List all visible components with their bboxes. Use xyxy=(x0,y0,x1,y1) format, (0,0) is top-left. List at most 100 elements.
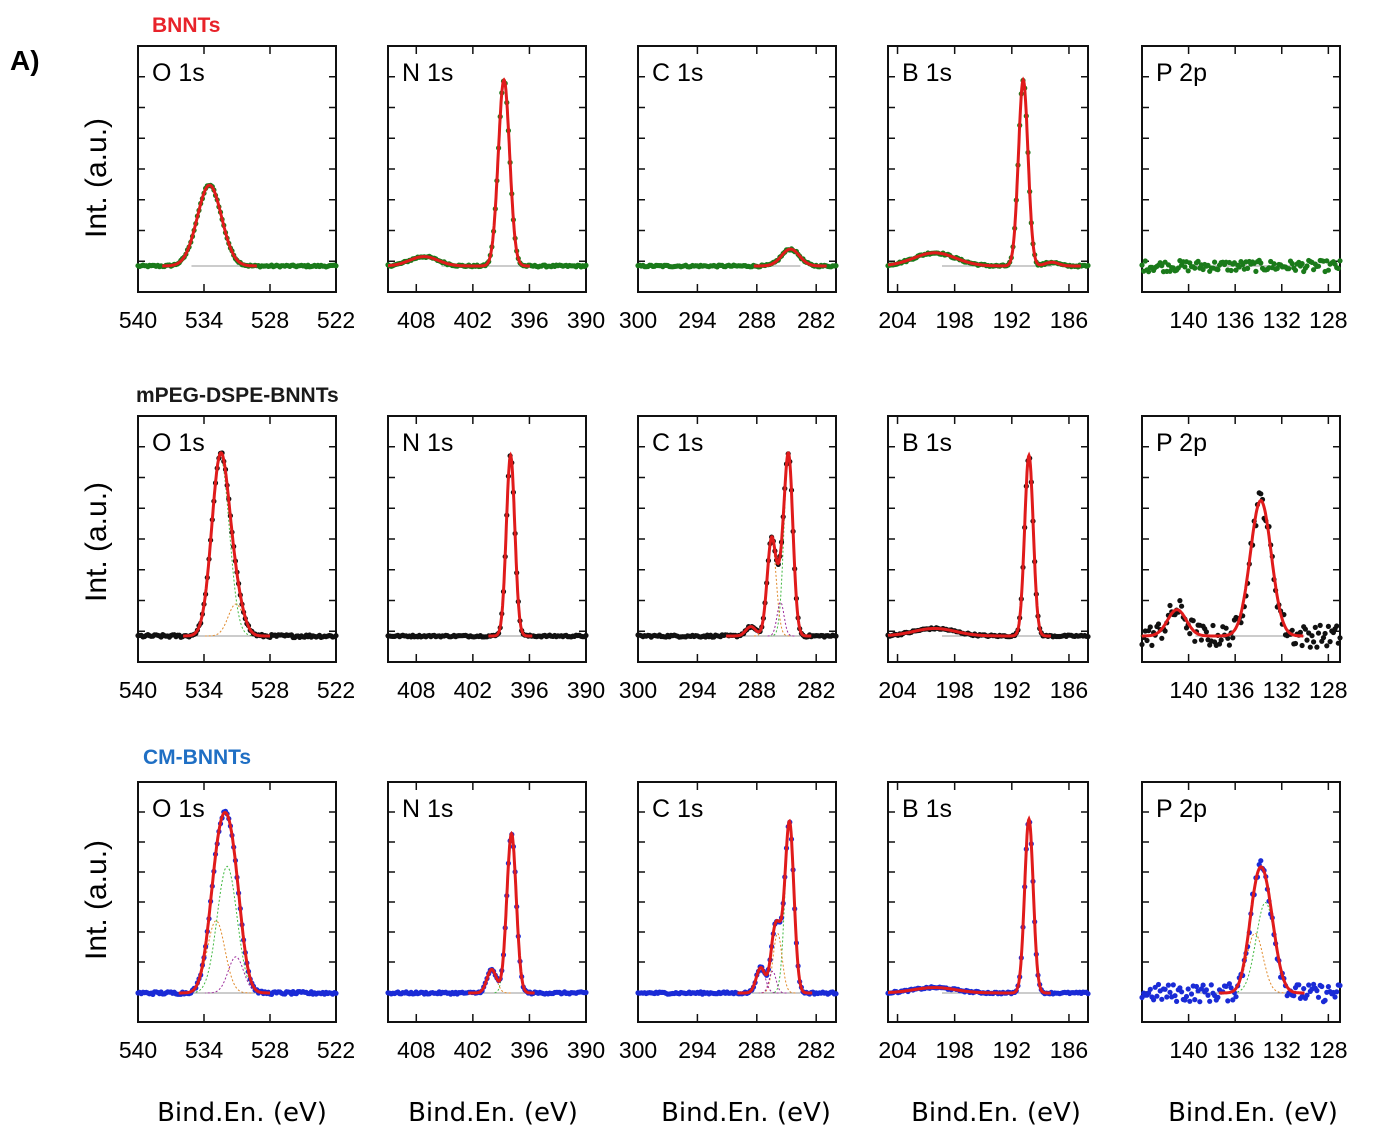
fit-curve xyxy=(753,247,827,268)
data-point xyxy=(1174,998,1180,1005)
plot-frame xyxy=(387,45,587,293)
data-point xyxy=(833,263,839,269)
x-tick-label: 198 xyxy=(935,307,973,333)
data-point xyxy=(1301,986,1307,992)
fit-curve xyxy=(468,830,535,995)
plot-frame xyxy=(137,45,337,293)
x-tick-label: 140 xyxy=(1169,1037,1207,1063)
spectrum-panel: 140 136 132 128 P 2p xyxy=(1139,415,1348,703)
data-point xyxy=(1167,602,1173,609)
data-point xyxy=(1304,992,1310,998)
data-point xyxy=(1203,629,1209,635)
x-tick-label: 132 xyxy=(1263,1037,1301,1063)
x-tick-label: 128 xyxy=(1309,1037,1347,1063)
x-tick-label: 288 xyxy=(738,677,776,703)
element-label: P 2p xyxy=(1156,429,1207,457)
data-point xyxy=(1325,623,1331,630)
data-point xyxy=(1230,997,1236,1003)
data-point xyxy=(333,633,339,639)
data-point xyxy=(1332,994,1338,1000)
data-point xyxy=(1085,262,1091,269)
x-tick-label: 192 xyxy=(993,677,1031,703)
data-point xyxy=(1151,997,1157,1003)
data-point xyxy=(1324,643,1330,649)
x-tick-label: 198 xyxy=(935,677,973,703)
x-tick-label: 136 xyxy=(1216,1037,1254,1063)
x-tick-label: 540 xyxy=(119,307,157,333)
spectrum-panel: 408 402 396 390 N 1s xyxy=(385,781,605,1063)
data-point xyxy=(1190,618,1196,624)
element-label: B 1s xyxy=(902,59,952,87)
spectra-panels: 540 534 528 522 O 1s 408 402 396 390 N 1s 300 294 28… xyxy=(119,45,1348,1063)
data-point xyxy=(1253,268,1259,274)
x-tick-label: 282 xyxy=(797,1037,835,1063)
element-label: B 1s xyxy=(902,795,952,823)
data-point xyxy=(1208,982,1214,988)
data-point xyxy=(1322,997,1328,1004)
x-tick-label: 528 xyxy=(251,677,289,703)
data-point xyxy=(1159,263,1165,269)
data-point xyxy=(1192,265,1198,271)
plot-frame xyxy=(887,45,1089,293)
data-point xyxy=(1327,639,1333,645)
data-point xyxy=(1337,258,1343,264)
x-tick-label: 390 xyxy=(567,677,605,703)
x-tick-label: 198 xyxy=(935,1037,973,1063)
data-point xyxy=(583,262,589,268)
fit-curve xyxy=(183,451,270,638)
x-tick-label: 204 xyxy=(878,677,917,703)
fit-curve xyxy=(726,451,812,638)
plot-frame xyxy=(637,781,837,1023)
data-point xyxy=(1325,984,1331,990)
x-tick-label: 282 xyxy=(797,677,835,703)
plot-frame xyxy=(137,415,337,663)
data-point xyxy=(1215,994,1221,1001)
x-tick-label: 300 xyxy=(619,677,657,703)
fit-curve xyxy=(162,183,257,268)
element-label: O 1s xyxy=(152,795,205,823)
data-point xyxy=(1147,624,1153,630)
spectrum-panel: 300 294 288 282 C 1s xyxy=(619,781,839,1063)
data-point xyxy=(1315,994,1322,1000)
data-point xyxy=(1207,642,1213,648)
plot-frame xyxy=(1141,45,1341,293)
data-point xyxy=(1296,982,1302,988)
data-point xyxy=(1233,267,1239,273)
data-point xyxy=(1324,258,1330,264)
x-tick-label: 204 xyxy=(878,1037,917,1063)
data-point xyxy=(1335,640,1341,646)
spectrum-panel: 140 136 132 128 P 2p xyxy=(1139,45,1348,333)
x-tick-label: 390 xyxy=(567,307,605,333)
data-point xyxy=(1212,259,1218,265)
x-tick-label: 522 xyxy=(317,1037,355,1063)
fit-curve xyxy=(388,77,530,268)
data-point xyxy=(1274,265,1280,272)
x-tick-label: 128 xyxy=(1309,677,1347,703)
x-tick-label: 540 xyxy=(119,677,157,703)
data-point xyxy=(1309,633,1315,639)
x-tick-label: 186 xyxy=(1050,1037,1088,1063)
data-point xyxy=(1210,622,1216,629)
x-tick-label: 390 xyxy=(567,1037,605,1063)
data-point xyxy=(1226,642,1232,648)
x-tick-label: 300 xyxy=(619,1037,657,1063)
data-point xyxy=(1192,997,1198,1003)
x-tick-label: 294 xyxy=(678,1037,717,1063)
x-tick-label: 132 xyxy=(1263,307,1301,333)
x-tick-label: 396 xyxy=(510,1037,548,1063)
data-point xyxy=(1179,603,1185,609)
data-point xyxy=(1322,630,1328,637)
x-tick-label: 288 xyxy=(738,307,776,333)
x-tick-label: 186 xyxy=(1050,307,1088,333)
data-point xyxy=(1155,621,1162,627)
y-axis-label-row-2: Int. (a.u.) xyxy=(80,482,113,602)
data-point xyxy=(1226,981,1232,987)
x-tick-label: 408 xyxy=(397,1037,435,1063)
data-point xyxy=(1314,644,1320,650)
component-curve xyxy=(205,956,267,994)
data-point xyxy=(1317,622,1323,629)
plot-frame xyxy=(1141,781,1341,1023)
data-point xyxy=(1203,987,1209,993)
spectrum-panel: 204 198 192 186 B 1s xyxy=(878,415,1091,703)
